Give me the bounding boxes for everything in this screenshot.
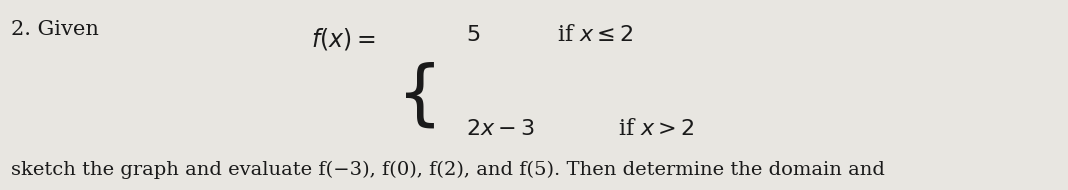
Text: $5$: $5$ [467,24,481,46]
Text: $\{$: $\{$ [395,60,435,130]
Text: if $x > 2$: if $x > 2$ [618,118,695,140]
Text: sketch the graph and evaluate f(−3), f(0), f(2), and f(5). Then determine the do: sketch the graph and evaluate f(−3), f(0… [12,161,885,179]
Text: $2x - 3$: $2x - 3$ [467,118,535,140]
Text: $f(x) =$: $f(x) =$ [311,26,375,52]
Text: if $x \leq 2$: if $x \leq 2$ [557,24,634,46]
Text: 2. Given: 2. Given [12,20,99,39]
